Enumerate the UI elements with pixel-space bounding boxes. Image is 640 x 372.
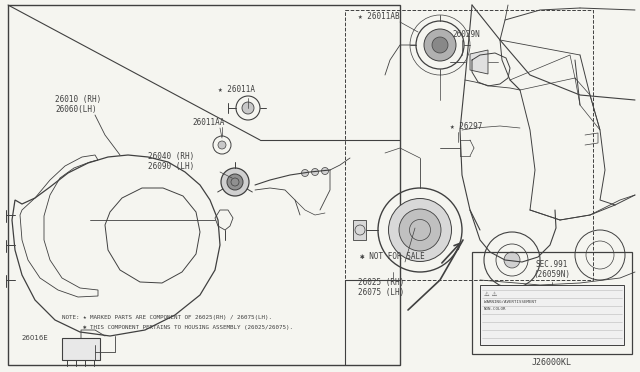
Circle shape xyxy=(312,169,319,176)
Text: 26016E: 26016E xyxy=(22,335,49,341)
Polygon shape xyxy=(353,220,366,240)
Circle shape xyxy=(242,102,254,114)
Text: 26029N: 26029N xyxy=(452,30,480,39)
Text: ⚠ ⚠: ⚠ ⚠ xyxy=(484,292,497,297)
Text: 26075 (LH): 26075 (LH) xyxy=(358,288,404,297)
Circle shape xyxy=(301,170,308,176)
Circle shape xyxy=(221,168,249,196)
Bar xyxy=(62,338,100,360)
Circle shape xyxy=(388,199,451,262)
Circle shape xyxy=(504,252,520,268)
Circle shape xyxy=(227,174,243,190)
Text: NON-COLOR: NON-COLOR xyxy=(484,307,506,311)
Text: 26060(LH): 26060(LH) xyxy=(55,105,97,114)
Text: ★ 26297: ★ 26297 xyxy=(450,122,483,131)
Circle shape xyxy=(321,167,328,174)
Text: ✱ NOT FOR SALE: ✱ NOT FOR SALE xyxy=(360,252,425,261)
Text: J26000KL: J26000KL xyxy=(532,358,572,367)
Text: ★ 26011AB: ★ 26011AB xyxy=(358,12,399,21)
Bar xyxy=(345,10,593,280)
Text: (26059N): (26059N) xyxy=(534,270,570,279)
Text: SEC.991: SEC.991 xyxy=(536,260,568,269)
Bar xyxy=(8,5,400,365)
Text: 26011AA: 26011AA xyxy=(192,118,225,127)
Circle shape xyxy=(399,209,441,251)
Bar xyxy=(480,285,624,345)
Text: 26090 (LH): 26090 (LH) xyxy=(148,162,195,171)
Bar xyxy=(472,252,632,354)
Text: 26025 (RH): 26025 (RH) xyxy=(358,278,404,287)
Polygon shape xyxy=(470,50,488,74)
Text: ★ 26011A: ★ 26011A xyxy=(218,85,255,94)
Circle shape xyxy=(424,29,456,61)
Text: 26010 (RH): 26010 (RH) xyxy=(55,95,101,104)
Text: WARNING/AVERTISSEMENT: WARNING/AVERTISSEMENT xyxy=(484,300,536,304)
Circle shape xyxy=(218,141,226,149)
Text: 26040 (RH): 26040 (RH) xyxy=(148,152,195,161)
Text: ✱ THIS COMPONENT PERTAINS TO HOUSING ASSEMBLY (26025/26075).: ✱ THIS COMPONENT PERTAINS TO HOUSING ASS… xyxy=(62,325,293,330)
Text: NOTE: ★ MARKED PARTS ARE COMPONENT OF 26025(RH) / 26075(LH).: NOTE: ★ MARKED PARTS ARE COMPONENT OF 26… xyxy=(62,315,272,320)
Circle shape xyxy=(432,37,448,53)
